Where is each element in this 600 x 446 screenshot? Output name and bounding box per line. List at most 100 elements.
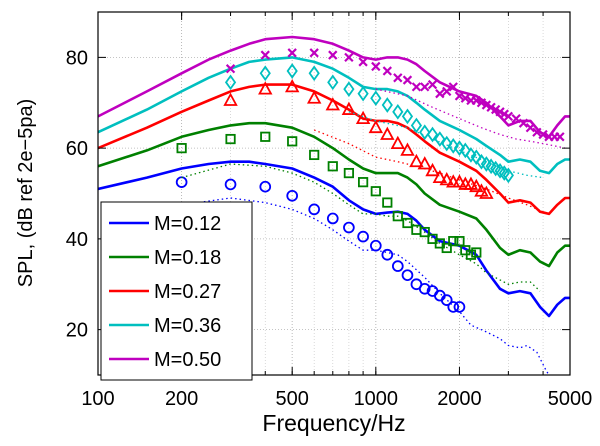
data-point-x	[486, 102, 496, 112]
data-point-triangle	[452, 174, 467, 188]
data-point-x	[402, 75, 413, 85]
data-point-square	[343, 167, 354, 179]
data-point-square	[370, 186, 381, 197]
data-point-triangle	[380, 126, 395, 140]
data-point-diamond	[441, 135, 453, 152]
data-point-x	[555, 132, 565, 142]
data-point-diamond	[381, 97, 393, 113]
data-point-circle	[369, 239, 382, 252]
data-point-triangle	[306, 90, 322, 104]
data-point-x	[454, 91, 465, 101]
data-point-x	[460, 93, 471, 103]
data-point-diamond	[419, 124, 431, 141]
data-point-circle	[259, 180, 272, 193]
data-point-square	[454, 236, 465, 247]
data-point-x	[471, 95, 481, 106]
prediction-line-solid	[98, 121, 570, 268]
data-point-x	[382, 66, 392, 76]
data-point-x	[518, 118, 529, 128]
x-axis-label: Frequency/Hz	[262, 410, 405, 436]
data-point-square	[287, 136, 298, 147]
data-point-triangle	[409, 153, 424, 168]
data-point-square	[441, 242, 452, 254]
data-point-diamond	[286, 63, 298, 79]
data-point-diamond	[434, 131, 446, 147]
data-point-square	[465, 249, 477, 260]
data-point-triangle	[469, 178, 484, 193]
data-point-x	[511, 113, 521, 124]
data-point-x	[435, 88, 445, 99]
series	[98, 78, 570, 216]
data-point-circle	[440, 294, 453, 306]
prediction-line-dotted	[181, 163, 541, 292]
data-point-square	[176, 143, 187, 154]
y-tick-label: 20	[66, 320, 88, 342]
data-point-x	[538, 129, 548, 140]
data-point-x	[344, 52, 354, 63]
axis-ticks: 100 200 500 1000 2000 5000 20 40 60 80	[66, 12, 592, 410]
data-point-circle	[308, 203, 321, 216]
data-point-x	[503, 111, 514, 122]
data-point-square	[225, 133, 236, 145]
data-point-diamond	[426, 126, 439, 143]
series	[98, 121, 570, 292]
legend-label: M=0.12	[154, 213, 221, 235]
data-point-circle	[224, 178, 237, 191]
data-point-triangle	[223, 92, 238, 106]
data-point-diamond	[410, 117, 423, 134]
data-point-triangle	[390, 135, 406, 149]
data-point-diamond	[447, 138, 459, 154]
data-point-triangle	[439, 172, 454, 186]
data-point-x	[448, 82, 458, 92]
data-point-circle	[357, 230, 369, 243]
data-point-circle	[326, 212, 339, 225]
data-point-x	[393, 73, 403, 83]
data-point-square	[358, 177, 369, 188]
data-point-x	[309, 48, 319, 58]
data-point-circle	[343, 221, 355, 234]
data-point-diamond	[453, 140, 466, 156]
prediction-line-solid	[98, 83, 570, 216]
y-axis-label: SPL, (dB ref 2e−5pa)	[15, 99, 37, 287]
data-point-triangle	[425, 162, 440, 177]
data-point-circle	[401, 269, 414, 281]
y-tick-label: 80	[66, 47, 88, 69]
data-point-x	[442, 86, 452, 97]
data-point-triangle	[341, 101, 357, 115]
data-point-square	[471, 247, 482, 258]
data-point-circle	[418, 282, 431, 295]
data-point-x	[328, 50, 338, 60]
data-point-x	[225, 64, 236, 74]
data-point-square	[309, 149, 320, 161]
x-tick-label: 500	[275, 388, 308, 410]
data-point-triangle	[325, 97, 340, 111]
data-point-diamond	[343, 81, 355, 97]
data-point-diamond	[259, 65, 271, 82]
data-point-circle	[453, 301, 466, 313]
plot-frame	[97, 11, 571, 376]
data-point-x	[260, 50, 270, 60]
data-point-square	[392, 211, 403, 222]
legend-label: M=0.27	[154, 281, 221, 303]
prediction-line-solid	[98, 160, 570, 318]
data-point-circle	[381, 248, 394, 261]
series-group	[98, 35, 570, 375]
x-tick-label: 1000	[354, 388, 399, 410]
legend-label: M=0.18	[154, 247, 221, 269]
data-point-x	[481, 100, 492, 110]
series	[98, 35, 570, 149]
y-tick-label: 60	[66, 138, 88, 160]
data-point-x	[411, 82, 422, 92]
data-point-x	[427, 79, 438, 90]
data-point-triangle	[284, 78, 300, 93]
prediction-line-solid	[98, 35, 570, 139]
legend: M=0.12 M=0.18 M=0.27 M=0.36 M=0.50	[100, 201, 253, 381]
data-point-square	[402, 217, 413, 229]
prediction-line-dotted	[348, 111, 544, 179]
data-point-diamond	[392, 103, 404, 120]
y-tick-label: 40	[66, 229, 88, 251]
data-point-x	[532, 127, 542, 137]
data-point-circle	[286, 189, 299, 202]
data-point-triangle	[368, 119, 384, 134]
